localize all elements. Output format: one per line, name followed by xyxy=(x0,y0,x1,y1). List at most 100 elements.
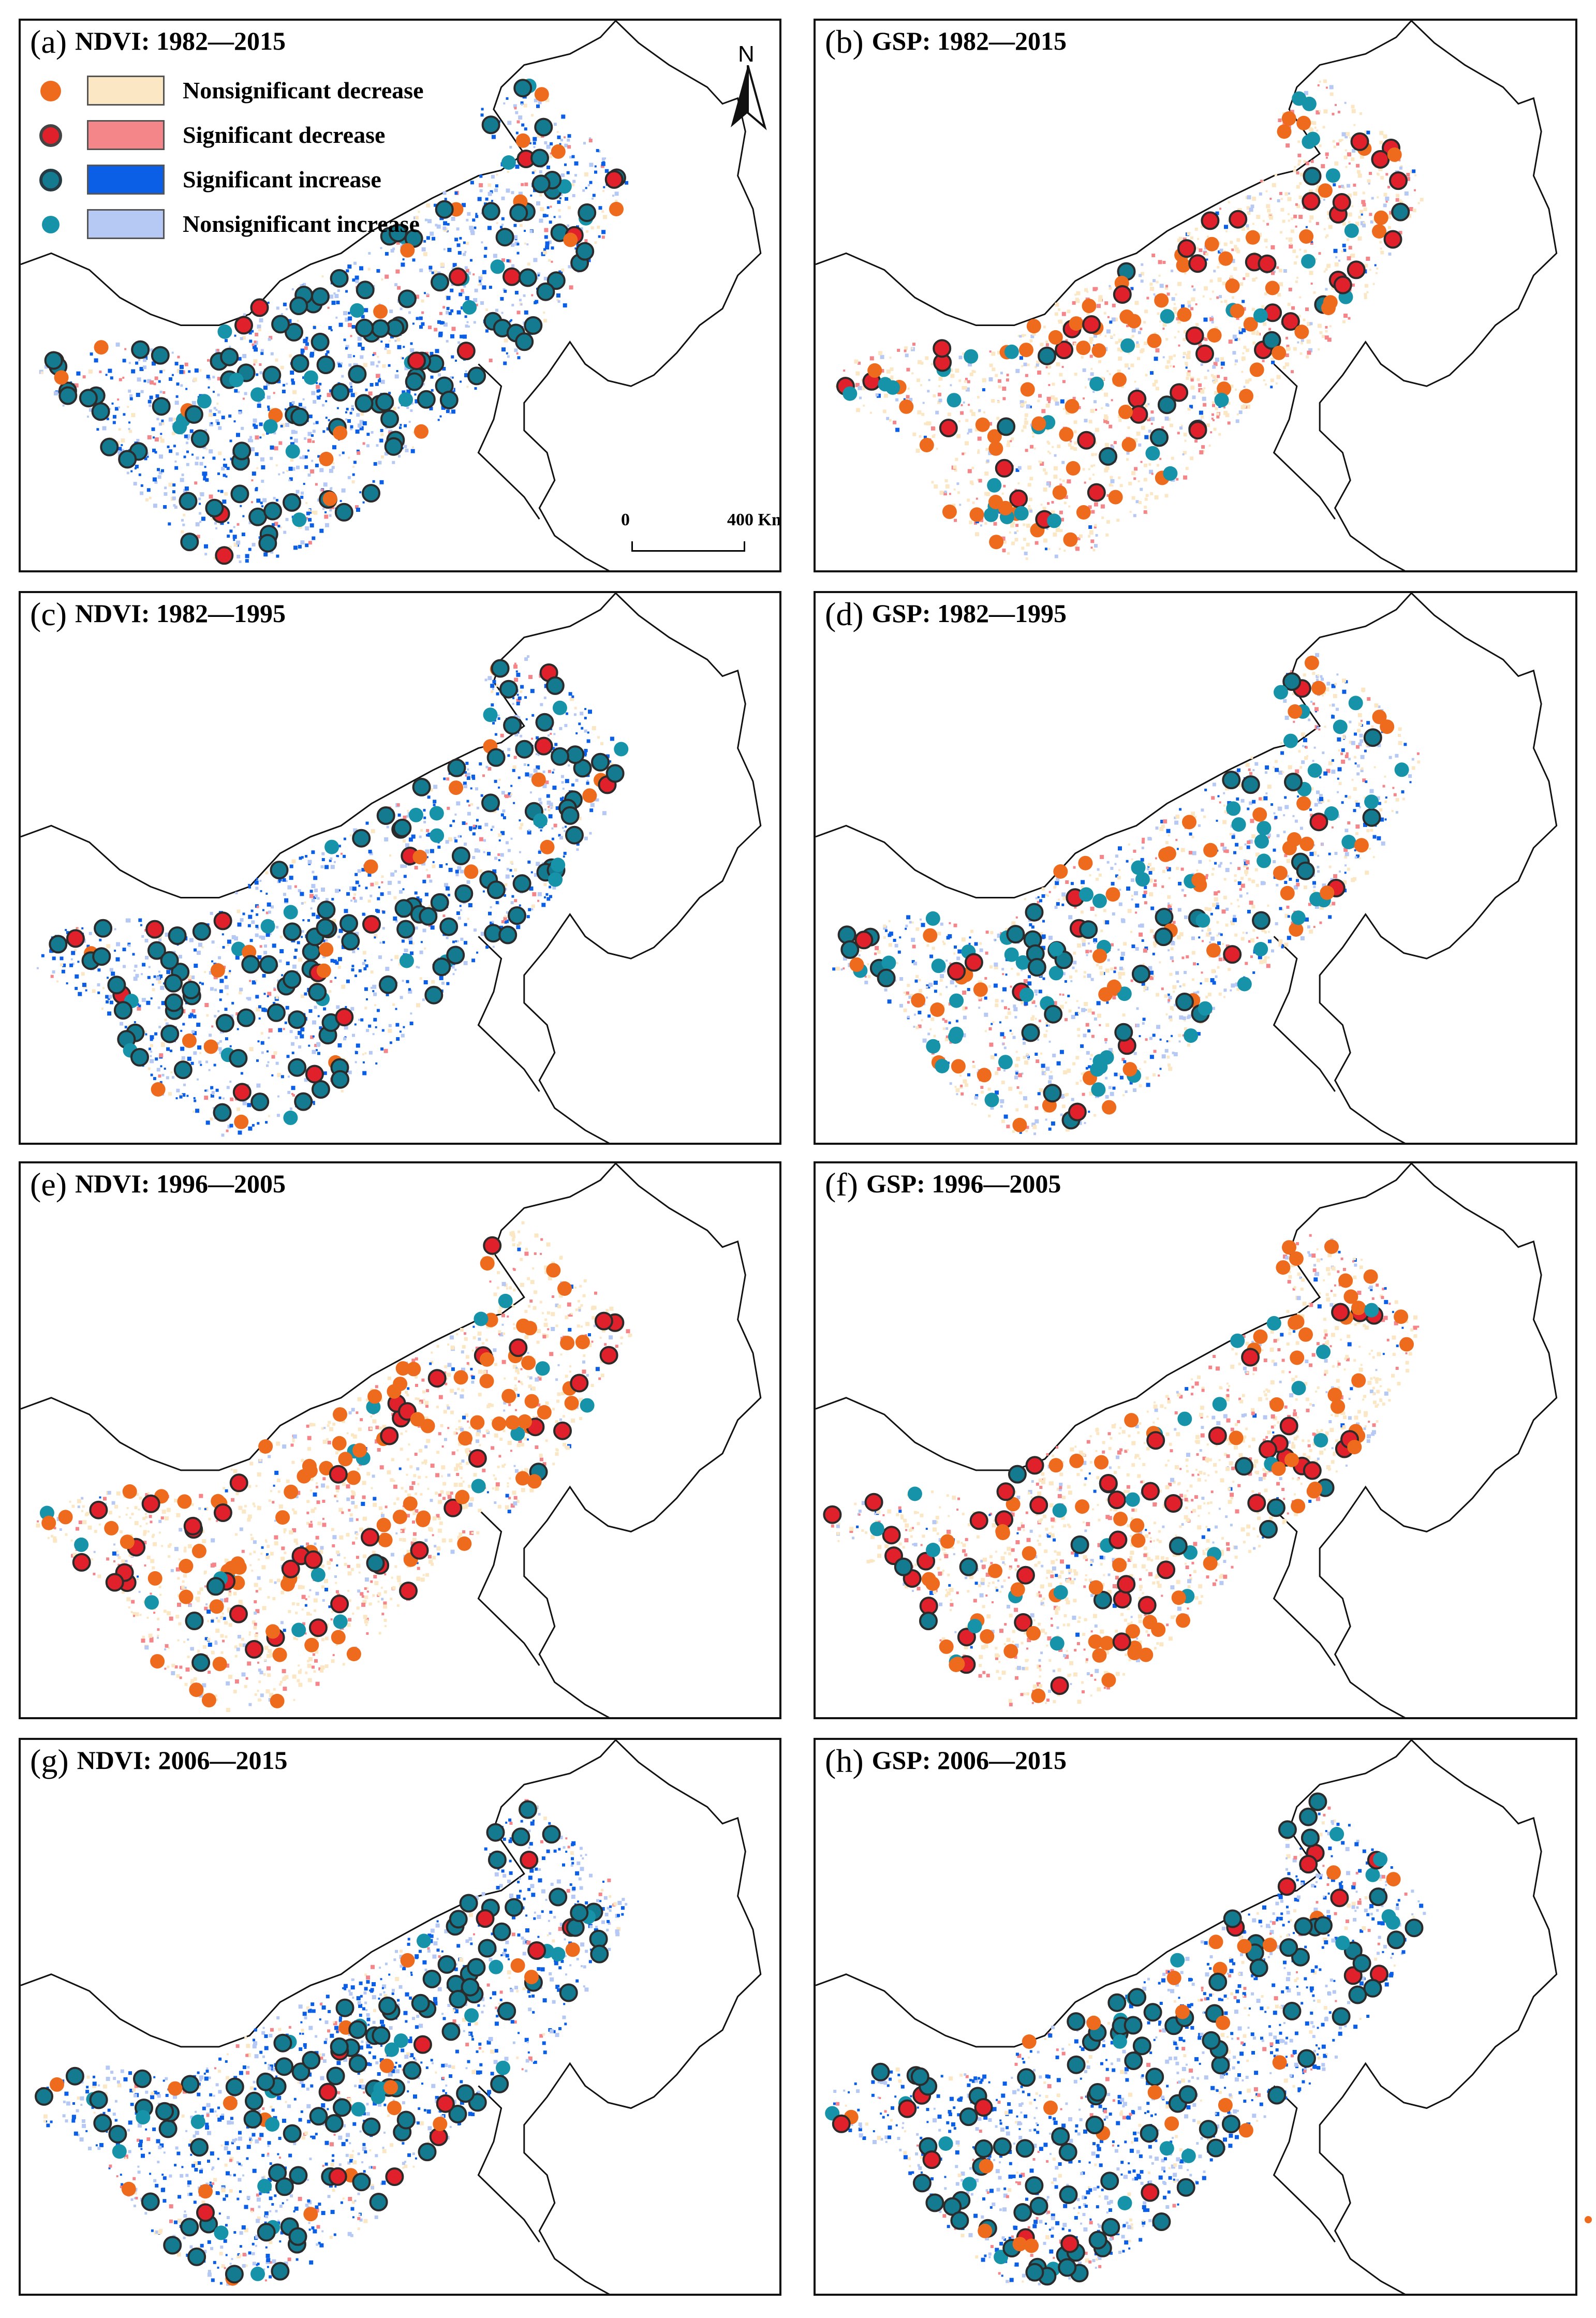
station-point xyxy=(93,2114,112,2133)
station-point xyxy=(1048,1458,1063,1473)
station-point xyxy=(1301,1828,1320,1848)
station-point xyxy=(540,839,555,854)
station-point xyxy=(429,806,444,821)
station-point xyxy=(1299,229,1314,244)
station-point xyxy=(474,1311,489,1326)
station-point xyxy=(356,280,375,300)
station-point xyxy=(1327,1387,1342,1402)
station-point xyxy=(435,200,454,219)
station-point xyxy=(1075,1499,1090,1514)
station-point xyxy=(372,2026,391,2045)
station-point xyxy=(516,1318,531,1333)
station-point xyxy=(1078,855,1093,870)
station-point xyxy=(1054,950,1073,969)
station-point xyxy=(212,1657,227,1672)
station-point xyxy=(1311,681,1326,696)
station-point xyxy=(926,1039,941,1054)
station-point xyxy=(912,2174,932,2193)
station-point xyxy=(509,1338,528,1357)
country-boundary xyxy=(816,593,1412,898)
station-point xyxy=(91,402,110,421)
station-point xyxy=(65,2066,84,2086)
station-point xyxy=(1299,836,1314,851)
station-point xyxy=(1082,299,1097,314)
station-point xyxy=(881,955,896,970)
station-point xyxy=(1365,1867,1380,1882)
station-point xyxy=(899,399,914,414)
station-point xyxy=(1296,115,1311,130)
station-point xyxy=(530,149,549,168)
coastline xyxy=(1273,363,1336,520)
station-point xyxy=(837,925,856,944)
station-point xyxy=(486,1823,505,1842)
station-point xyxy=(229,1049,248,1068)
station-point xyxy=(1044,1005,1063,1024)
station-point xyxy=(537,1405,552,1420)
station-point xyxy=(1372,224,1386,239)
station-point xyxy=(1371,150,1390,169)
scale-bar-start: 0 xyxy=(621,510,630,529)
station-point xyxy=(1020,382,1035,397)
station-point xyxy=(333,1407,347,1422)
station-point xyxy=(1048,966,1063,981)
station-point xyxy=(1218,2098,1233,2113)
station-point xyxy=(559,1983,578,2002)
station-point xyxy=(449,1910,468,1929)
map-panel-b xyxy=(816,21,1558,570)
station-point xyxy=(1223,945,1242,964)
station-point xyxy=(449,1990,468,2009)
station-point xyxy=(308,983,327,1002)
panel-label-d: (d) GSP: 1982—1995 xyxy=(825,596,1067,632)
station-point xyxy=(41,1515,56,1530)
country-boundary xyxy=(816,1163,1412,1471)
station-point xyxy=(410,1412,425,1427)
station-point xyxy=(1253,1329,1268,1344)
station-point xyxy=(1289,1251,1304,1266)
station-points xyxy=(35,1800,609,2286)
station-point xyxy=(275,1510,290,1525)
panel-label-e: (e) NDVI: 1996—2005 xyxy=(30,1166,286,1203)
station-point xyxy=(599,1346,618,1365)
station-point xyxy=(1112,1558,1127,1573)
station-point xyxy=(925,911,940,926)
station-point xyxy=(1048,941,1063,956)
station-point xyxy=(1344,223,1359,238)
station-point xyxy=(974,2098,993,2117)
station-point xyxy=(275,2177,294,2196)
station-point xyxy=(480,1256,495,1271)
station-point xyxy=(917,1552,936,1571)
station-point xyxy=(223,2095,238,2110)
station-points xyxy=(837,655,1409,1132)
station-point xyxy=(105,1573,124,1592)
station-point xyxy=(1277,124,1292,139)
station-point xyxy=(430,893,449,912)
station-point xyxy=(1241,775,1260,794)
station-point xyxy=(432,957,451,977)
station-point xyxy=(387,2101,402,2116)
station-point xyxy=(1053,1585,1068,1600)
station-point xyxy=(959,2107,978,2127)
station-point xyxy=(564,1396,579,1411)
station-point xyxy=(1026,319,1041,334)
station-point xyxy=(1253,308,1268,323)
station-point xyxy=(215,1014,234,1032)
station-point xyxy=(191,1544,206,1558)
station-point xyxy=(1024,2238,1039,2253)
station-point xyxy=(285,322,303,342)
station-point xyxy=(957,1628,976,1647)
station-point xyxy=(133,2069,152,2088)
station-point xyxy=(1389,171,1408,190)
station-point xyxy=(1082,315,1101,334)
station-point xyxy=(1195,913,1210,928)
station-point xyxy=(120,1534,135,1549)
station-point xyxy=(1122,1062,1137,1077)
station-point xyxy=(151,1082,166,1097)
station-point xyxy=(1299,1807,1318,1826)
station-point xyxy=(1276,1260,1291,1275)
station-point xyxy=(1159,2141,1174,2156)
station-point xyxy=(1350,132,1369,151)
station-point xyxy=(552,700,567,715)
station-point xyxy=(560,1336,575,1351)
station-point xyxy=(1139,1647,1154,1662)
station-point xyxy=(939,1639,954,1654)
